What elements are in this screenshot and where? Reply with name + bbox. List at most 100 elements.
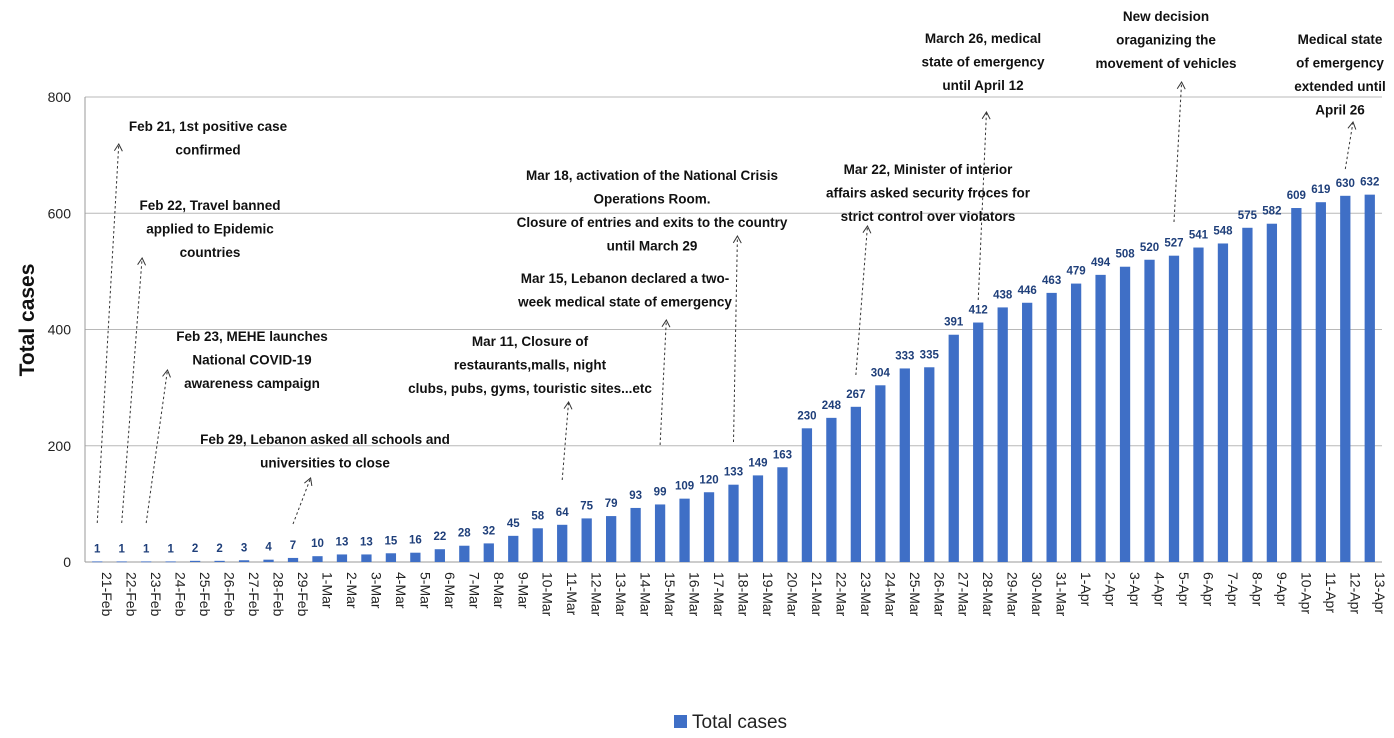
data-label: 163 <box>773 449 792 461</box>
annotation-arrow <box>561 401 570 481</box>
data-label: 609 <box>1287 190 1306 202</box>
x-tick-label: 11-Mar <box>564 572 580 616</box>
annotation: New decision oraganizing the movement of v… <box>1095 9 1237 223</box>
bar <box>189 560 201 562</box>
bar <box>508 535 519 562</box>
x-tick-label: 13-Mar <box>613 572 629 617</box>
bar <box>777 467 788 562</box>
x-tick-label: 7-Mar <box>466 572 482 609</box>
y-tick-label: 0 <box>63 554 71 570</box>
bar <box>850 406 861 562</box>
data-label: 494 <box>1091 257 1111 269</box>
y-tick-label: 400 <box>48 322 72 338</box>
x-tick-label: 24-Feb <box>173 572 189 617</box>
y-axis-ticks: 0 200 400 600 800 <box>48 89 72 570</box>
annotation-text: Medical state <box>1298 32 1383 47</box>
data-label: 32 <box>482 525 495 537</box>
data-label: 230 <box>797 410 816 422</box>
x-tick-label: 13-Apr <box>1372 572 1388 614</box>
x-tick-label: 9-Mar <box>515 572 531 609</box>
data-label: 15 <box>384 535 397 547</box>
x-tick-label: 21-Feb <box>99 572 115 617</box>
annotation: Mar 15, Lebanon declared a two-week medi… <box>517 271 732 446</box>
bar <box>1315 202 1326 563</box>
x-tick-label: 27-Feb <box>246 572 262 617</box>
data-label: 1 <box>143 543 150 555</box>
bar <box>459 545 470 562</box>
x-axis-ticks: 21-Feb 22-Feb 23-Feb 24-Feb 25-Feb 26-Feb 27-F… <box>99 572 1388 617</box>
annotation-text: week medical state of emergency <box>517 295 732 310</box>
annotation-text: Closure of entries and exits to the coun… <box>517 215 788 230</box>
bar <box>899 368 910 562</box>
x-tick-label: 20-Mar <box>784 572 800 617</box>
annotations: Feb 21, 1st positive case confirmed Feb 22… <box>96 9 1386 525</box>
x-tick-label: 18-Mar <box>736 572 752 617</box>
data-label: 541 <box>1189 230 1209 242</box>
data-label: 7 <box>290 540 296 552</box>
y-tick-label: 800 <box>48 89 72 105</box>
annotation-text: strict control over violators <box>841 209 1016 224</box>
annotation-text: Mar 15, Lebanon declared a two- <box>521 271 730 286</box>
annotation-text: Feb 23, MEHE launches <box>176 329 328 344</box>
annotation-arrow <box>292 477 312 525</box>
x-tick-label: 29-Feb <box>295 572 311 617</box>
data-label: 13 <box>336 536 349 548</box>
bar <box>116 561 127 563</box>
bar <box>557 524 568 562</box>
annotation-arrow <box>96 143 120 524</box>
bar <box>924 367 935 562</box>
x-tick-label: 24-Mar <box>882 572 898 617</box>
data-label: 1 <box>94 543 101 555</box>
arrow-head <box>1176 80 1186 90</box>
arrow-head <box>661 318 671 328</box>
bar <box>336 554 348 562</box>
annotation-text: movement of vehicles <box>1095 56 1236 71</box>
data-label: 45 <box>507 518 520 530</box>
x-tick-label: 14-Mar <box>638 572 654 617</box>
bars <box>92 194 1375 563</box>
x-tick-label: 11-Apr <box>1323 572 1339 613</box>
data-label: 335 <box>920 349 940 361</box>
bar <box>410 552 421 562</box>
y-tick-label: 200 <box>48 438 72 454</box>
data-label: 93 <box>629 490 642 502</box>
bar <box>1144 259 1155 562</box>
arrow-head <box>162 369 171 378</box>
data-label: 75 <box>580 500 593 512</box>
bar <box>654 504 666 562</box>
data-label: 99 <box>654 486 667 498</box>
bar <box>973 322 984 562</box>
bar <box>1291 208 1302 563</box>
x-tick-label: 12-Apr <box>1347 572 1363 614</box>
data-label: 619 <box>1311 184 1330 196</box>
data-label: 28 <box>458 528 471 540</box>
bar <box>385 553 397 562</box>
x-tick-label: 22-Mar <box>833 572 849 617</box>
bar <box>287 557 299 562</box>
legend-swatch <box>674 715 687 728</box>
x-tick-label: 25-Feb <box>197 572 213 617</box>
annotation: Feb 21, 1st positive case confirmed <box>96 119 288 524</box>
y-tick-label: 600 <box>48 205 72 221</box>
x-tick-label: 23-Feb <box>148 572 164 617</box>
data-label: 630 <box>1336 178 1355 190</box>
data-label: 267 <box>846 389 865 401</box>
annotation-text: oraganizing the <box>1116 33 1216 48</box>
annotation-text: Mar 22, Minister of interior <box>844 162 1014 177</box>
annotation-text: restaurants,malls, night <box>454 358 607 373</box>
bar <box>1217 243 1229 562</box>
bar <box>92 561 103 563</box>
bar <box>165 561 176 563</box>
annotation-arrow <box>733 235 738 443</box>
annotation-arrow <box>145 369 168 524</box>
x-tick-label: 2-Mar <box>344 572 360 609</box>
data-label: 463 <box>1042 275 1061 287</box>
x-tick-label: 6-Apr <box>1200 572 1216 607</box>
bar <box>214 560 225 562</box>
bar <box>630 507 641 562</box>
annotation-text: March 26, medical <box>925 31 1041 46</box>
data-label: 391 <box>944 317 964 329</box>
annotation-arrow <box>121 257 143 524</box>
bar <box>606 516 617 562</box>
x-tick-label: 26-Feb <box>222 572 238 617</box>
